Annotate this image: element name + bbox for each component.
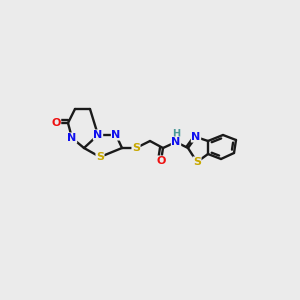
Text: O: O [156,156,166,166]
Text: N: N [93,130,103,140]
Text: S: S [96,152,104,162]
Text: N: N [191,132,201,142]
Text: N: N [171,137,181,147]
Text: S: S [132,143,140,153]
Text: N: N [68,133,76,143]
Text: N: N [111,130,121,140]
Text: S: S [193,157,201,167]
Text: O: O [51,118,61,128]
Text: H: H [172,129,180,139]
